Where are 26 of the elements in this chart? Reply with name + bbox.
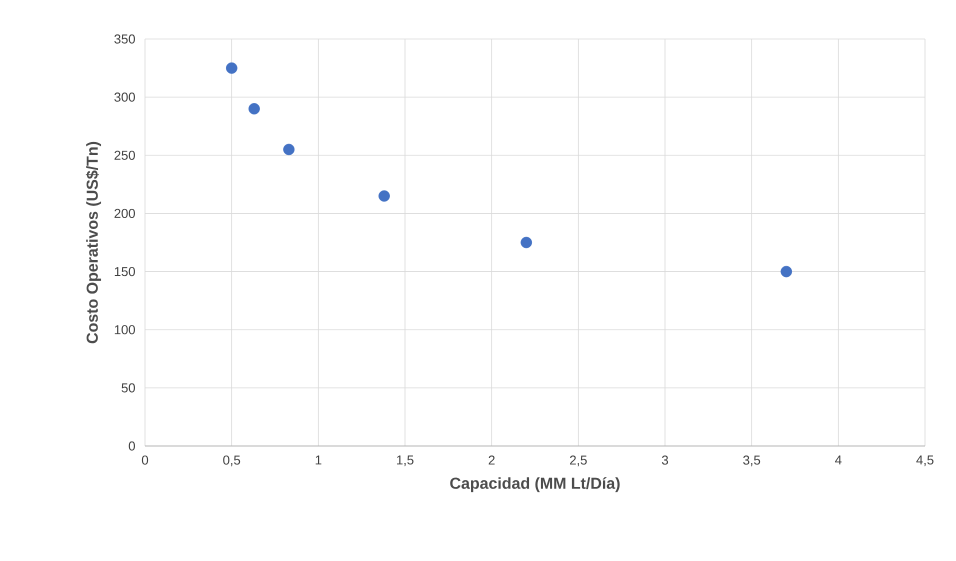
x-tick-label: 3 (662, 456, 668, 465)
x-tick-label: 2 (488, 456, 495, 465)
y-tick-label: 100 (114, 325, 135, 334)
point (780, 266, 792, 278)
point (378, 190, 390, 202)
point (283, 144, 295, 156)
y-tick-label: 300 (114, 92, 135, 102)
x-tick-label: 4 (835, 456, 842, 464)
x-tick-label: 3,5 (743, 456, 760, 466)
x-axis-title: Capacidad (MM Lt/Día) (450, 477, 620, 492)
x-tick-label: 1 (316, 456, 322, 464)
y-tick-label: 200 (114, 208, 135, 218)
y-tick-label: 50 (122, 383, 135, 392)
point (520, 236, 532, 248)
x-tick-label: 2,5 (570, 456, 587, 466)
y-tick-label: 250 (114, 150, 135, 160)
y-axis-title: Costo Operativos (US$/Tn) (86, 142, 102, 344)
x-tick-label: 0,5 (223, 456, 240, 466)
x-tick-label: 1,5 (396, 456, 414, 466)
y-tick-label: 350 (114, 34, 135, 44)
point (226, 62, 238, 74)
point (248, 103, 260, 114)
y-tick-label: 150 (114, 266, 135, 276)
y-tick-label: 0 (128, 441, 135, 451)
x-tick-label: 4,5 (916, 456, 934, 466)
x-tick-label: 0 (142, 456, 148, 465)
